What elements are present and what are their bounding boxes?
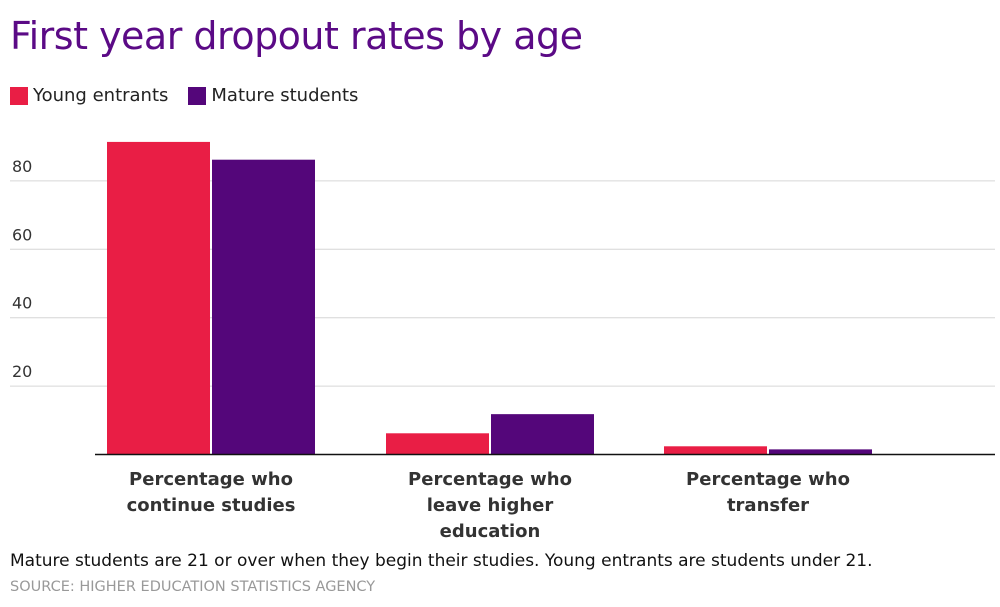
bar-young [107, 141, 210, 455]
legend-swatch-mature [188, 86, 207, 105]
bar-mature [491, 414, 594, 455]
legend-item-mature: Mature students [188, 85, 358, 106]
x-tick-label: Percentage who leave higher education [408, 469, 572, 542]
chart-source: SOURCE: HIGHER EDUCATION STATISTICS AGEN… [10, 579, 376, 595]
legend-swatch-young [10, 86, 28, 105]
y-tick-label: 80 [12, 157, 32, 176]
y-tick-label: 40 [12, 294, 32, 313]
legend-label-young: Young entrants [33, 85, 169, 106]
legend-item-young: Young entrants [10, 85, 168, 106]
bar-young [386, 433, 489, 455]
bar-young [664, 446, 767, 455]
legend-label-mature: Mature students [211, 85, 359, 106]
chart-note: Mature students are 21 or over when they… [10, 551, 873, 571]
bar-mature [212, 159, 315, 455]
legend: Young entrants Mature students [10, 85, 358, 106]
x-tick-label: Percentage who continue studies [127, 469, 296, 516]
x-tick-label: Percentage who transfer [686, 469, 850, 516]
y-tick-label: 60 [12, 225, 32, 244]
chart-title: First year dropout rates by age [10, 14, 583, 58]
y-tick-label: 20 [12, 362, 32, 381]
bar-mature [769, 449, 872, 455]
